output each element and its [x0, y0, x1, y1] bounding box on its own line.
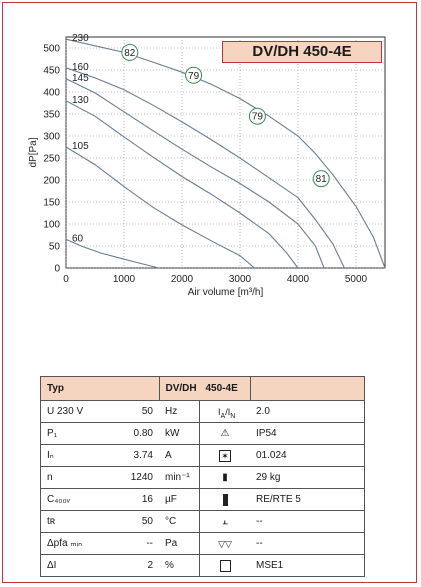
x-tick-label: 3000 — [229, 274, 252, 285]
series-line-105 — [65, 146, 255, 269]
spec-symbol: Iₙ — [40, 444, 113, 467]
spec-row: ΔI 2% MSE1 — [40, 554, 365, 577]
spec-symbol: Δpfa ₘᵢₙ — [40, 532, 113, 555]
y-tick-label: 350 — [43, 110, 60, 121]
y-tick-label: 0 — [54, 264, 60, 275]
spec-right-value: -- — [250, 510, 365, 533]
spec-value: 3.74 — [113, 444, 159, 467]
spec-row: Iₙ 3.74 A ✶ 01.024 — [40, 444, 365, 467]
spec-right-value: 29 kg — [250, 466, 365, 489]
efficiency-marker-label: 79 — [188, 71, 200, 82]
model-title: DV/DH 450-4E — [222, 41, 382, 63]
spec-right-value: 2.0 — [250, 400, 365, 423]
spec-value: 1240 — [113, 466, 159, 489]
efficiency-marker — [248, 107, 266, 125]
page-frame — [2, 2, 417, 583]
thermostat-icon: ⫠ — [199, 510, 250, 533]
series-line-130 — [65, 100, 299, 269]
y-tick-label: 400 — [43, 88, 60, 99]
spec-row: P₁ 0.80 kW ⚠ IP54 — [40, 422, 365, 445]
spec-row: C₄₀₀ᵥ 16 µF RE/RTE 5 — [40, 488, 365, 511]
spec-value: 0.80 — [113, 422, 159, 445]
y-tick-label: 200 — [43, 176, 60, 187]
spec-value: 50 — [113, 510, 159, 533]
efficiency-marker-label: 79 — [252, 112, 264, 123]
y-tick-label: 250 — [43, 154, 60, 165]
series-label-60: 60 — [72, 233, 84, 244]
series-label-105: 105 — [72, 141, 89, 152]
spec-symbol: P₁ — [40, 422, 113, 445]
y-tick-label: 100 — [43, 220, 60, 231]
series-line-145 — [65, 78, 325, 269]
spec-symbol: n — [40, 466, 113, 489]
spec-symbol: C₄₀₀ᵥ — [40, 488, 113, 511]
spec-unit: Hz — [159, 400, 200, 423]
series-label-145: 145 — [72, 73, 89, 84]
spec-unit: µF — [159, 488, 200, 511]
spec-unit: Pa — [159, 532, 200, 555]
spec-header-row: Typ DV/DH 450-4E — [40, 376, 365, 401]
x-tick-label: 2000 — [171, 274, 194, 285]
plot-area — [65, 36, 386, 269]
spec-table: Typ DV/DH 450-4E U 230 V 50 Hz IA/IN 2.0 P₁ 0.… — [40, 376, 365, 577]
y-tick-label: 300 — [43, 132, 60, 143]
spec-row: n 1240 min⁻¹ ▮ 29 kg — [40, 466, 365, 489]
spec-value: 2 — [113, 554, 159, 577]
star-box-icon: ✶ — [199, 444, 250, 467]
efficiency-marker — [312, 170, 330, 188]
y-tick-label: 500 — [43, 44, 60, 55]
spec-unit: °C — [159, 510, 200, 533]
y-axis-label: dP[Pa] — [28, 137, 39, 167]
weight-icon: ▮ — [199, 466, 250, 489]
current-ratio-icon: IA/IN — [199, 400, 250, 423]
spec-unit: % — [159, 554, 200, 577]
series-label-160: 160 — [72, 62, 89, 73]
spec-symbol: ΔI — [40, 554, 113, 577]
spec-right-value: RE/RTE 5 — [250, 488, 365, 511]
y-tick-label: 50 — [49, 242, 61, 253]
spec-row: U 230 V 50 Hz IA/IN 2.0 — [40, 400, 365, 423]
x-axis-label: Air volume [m³/h] — [188, 287, 264, 298]
efficiency-marker — [185, 66, 203, 84]
series-line-60 — [65, 238, 159, 269]
spec-symbol: U 230 V — [40, 400, 113, 423]
spec-unit: kW — [159, 422, 200, 445]
switch-box-icon — [199, 554, 250, 577]
spec-unit: min⁻¹ — [159, 466, 200, 489]
efficiency-marker-label: 82 — [124, 48, 136, 59]
series-label-230: 230 — [72, 33, 89, 44]
spec-header-model-b: 450-4E — [199, 376, 251, 401]
efficiency-marker-label: 81 — [316, 174, 328, 185]
spec-right-value: -- — [250, 532, 365, 555]
spec-unit: A — [159, 444, 200, 467]
spec-value: 16 — [113, 488, 159, 511]
controller-icon — [199, 488, 250, 511]
y-tick-label: 450 — [43, 66, 60, 77]
x-tick-label: 5000 — [345, 274, 368, 285]
spec-header-typ: Typ — [40, 376, 160, 401]
spec-header-blank — [249, 376, 365, 401]
x-tick-label: 1000 — [113, 274, 136, 285]
spec-row: Δpfa ₘᵢₙ -- Pa ▽▽ -- — [40, 532, 365, 555]
x-tick-label: 0 — [63, 274, 69, 285]
spec-right-value: MSE1 — [250, 554, 365, 577]
spec-right-value: 01.024 — [250, 444, 365, 467]
spec-value: 50 — [113, 400, 159, 423]
spec-symbol: tʀ — [40, 510, 113, 533]
efficiency-marker — [121, 43, 139, 61]
x-tick-label: 4000 — [287, 274, 310, 285]
spec-header-model-a: DV/DH — [158, 376, 200, 401]
spec-row: tʀ 50 °C ⫠ -- — [40, 510, 365, 533]
spec-value: -- — [113, 532, 159, 555]
series-label-130: 130 — [72, 95, 89, 106]
series-line-160 — [65, 67, 345, 269]
warning-triangle-icon: ⚠ — [199, 422, 250, 445]
y-tick-label: 150 — [43, 198, 60, 209]
network-icon: ▽▽ — [199, 532, 250, 555]
spec-right-value: IP54 — [250, 422, 365, 445]
